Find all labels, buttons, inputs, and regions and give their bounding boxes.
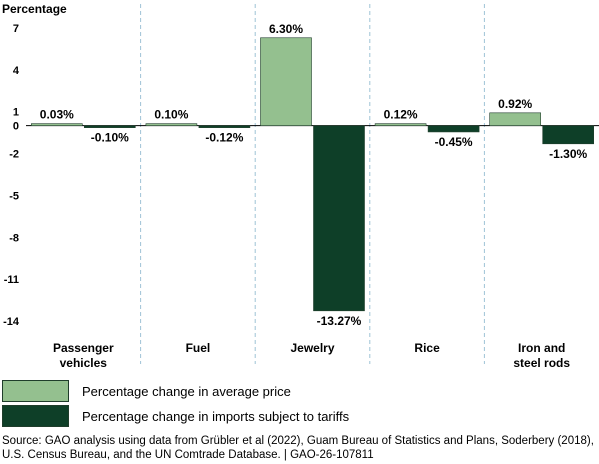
data-label: 0.03% — [40, 108, 74, 122]
bar-average-price — [374, 123, 427, 126]
y-tick-label: 7 — [13, 23, 19, 35]
bar-imports — [427, 125, 480, 133]
data-label: -0.45% — [435, 135, 473, 149]
y-tick-label: 4 — [13, 65, 20, 77]
x-category-label: steel rods — [513, 356, 570, 370]
bar-imports — [313, 125, 365, 312]
bar-imports — [198, 125, 251, 128]
legend-label-average-price: Percentage change in average price — [82, 383, 291, 399]
source-line-2: U.S. Census Bureau, and the UN Comtrade … — [2, 449, 374, 461]
y-tick-label: -11 — [4, 274, 19, 286]
data-label: 0.12% — [384, 108, 418, 122]
x-category-label: vehicles — [60, 356, 108, 370]
data-labels: 0.03% 0.10% 6.30% 0.12% 0.92% -0.10% -0.12% -13… — [40, 22, 588, 328]
bars — [30, 37, 595, 312]
x-category-label: Fuel — [186, 341, 211, 355]
y-tick-label: -2 — [9, 149, 19, 161]
data-label: -0.12% — [205, 131, 243, 145]
x-category-label: Jewelry — [290, 341, 334, 355]
y-tick-label: 0 — [13, 121, 19, 133]
bar-average-price — [489, 112, 542, 126]
x-category-label: Passenger — [53, 341, 114, 355]
x-category-label: Rice — [414, 341, 440, 355]
legend-label-imports: Percentage change in imports subject to … — [82, 408, 350, 424]
bar-average-price — [260, 37, 312, 126]
legend-swatch-average-price — [2, 380, 69, 402]
bar-chart: Percentage 7 4 1 0 -2 -5 -8 -11 -14 0.03% 0.10% 6.… — [2, 2, 599, 370]
y-axis-title: Percentage — [2, 2, 67, 16]
bar-average-price — [145, 123, 198, 126]
legend-swatch-imports — [2, 405, 69, 427]
source-note: Source: GAO analysis using data from Grü… — [2, 434, 597, 462]
bar-imports — [84, 125, 136, 128]
legend-item-average-price: Percentage change in average price — [2, 380, 291, 402]
data-label: -0.10% — [91, 131, 129, 145]
y-axis-ticks: 7 4 1 0 -2 -5 -8 -11 -14 — [3, 23, 20, 328]
y-tick-label: -14 — [3, 316, 20, 328]
data-label: -13.27% — [317, 314, 362, 328]
data-label: 6.30% — [269, 22, 303, 36]
data-label: 0.92% — [498, 97, 532, 111]
y-tick-label: 1 — [13, 107, 19, 119]
data-label: -1.30% — [549, 147, 587, 161]
bar-average-price — [30, 123, 83, 126]
bar-imports — [542, 125, 595, 145]
x-category-label: Iron and — [518, 341, 565, 355]
legend-item-imports: Percentage change in imports subject to … — [2, 405, 349, 427]
data-label: 0.10% — [154, 108, 188, 122]
category-dividers — [140, 4, 485, 364]
y-tick-label: -5 — [9, 190, 19, 202]
y-tick-label: -8 — [9, 232, 19, 244]
source-line-1: Source: GAO analysis using data from Grü… — [2, 435, 594, 447]
